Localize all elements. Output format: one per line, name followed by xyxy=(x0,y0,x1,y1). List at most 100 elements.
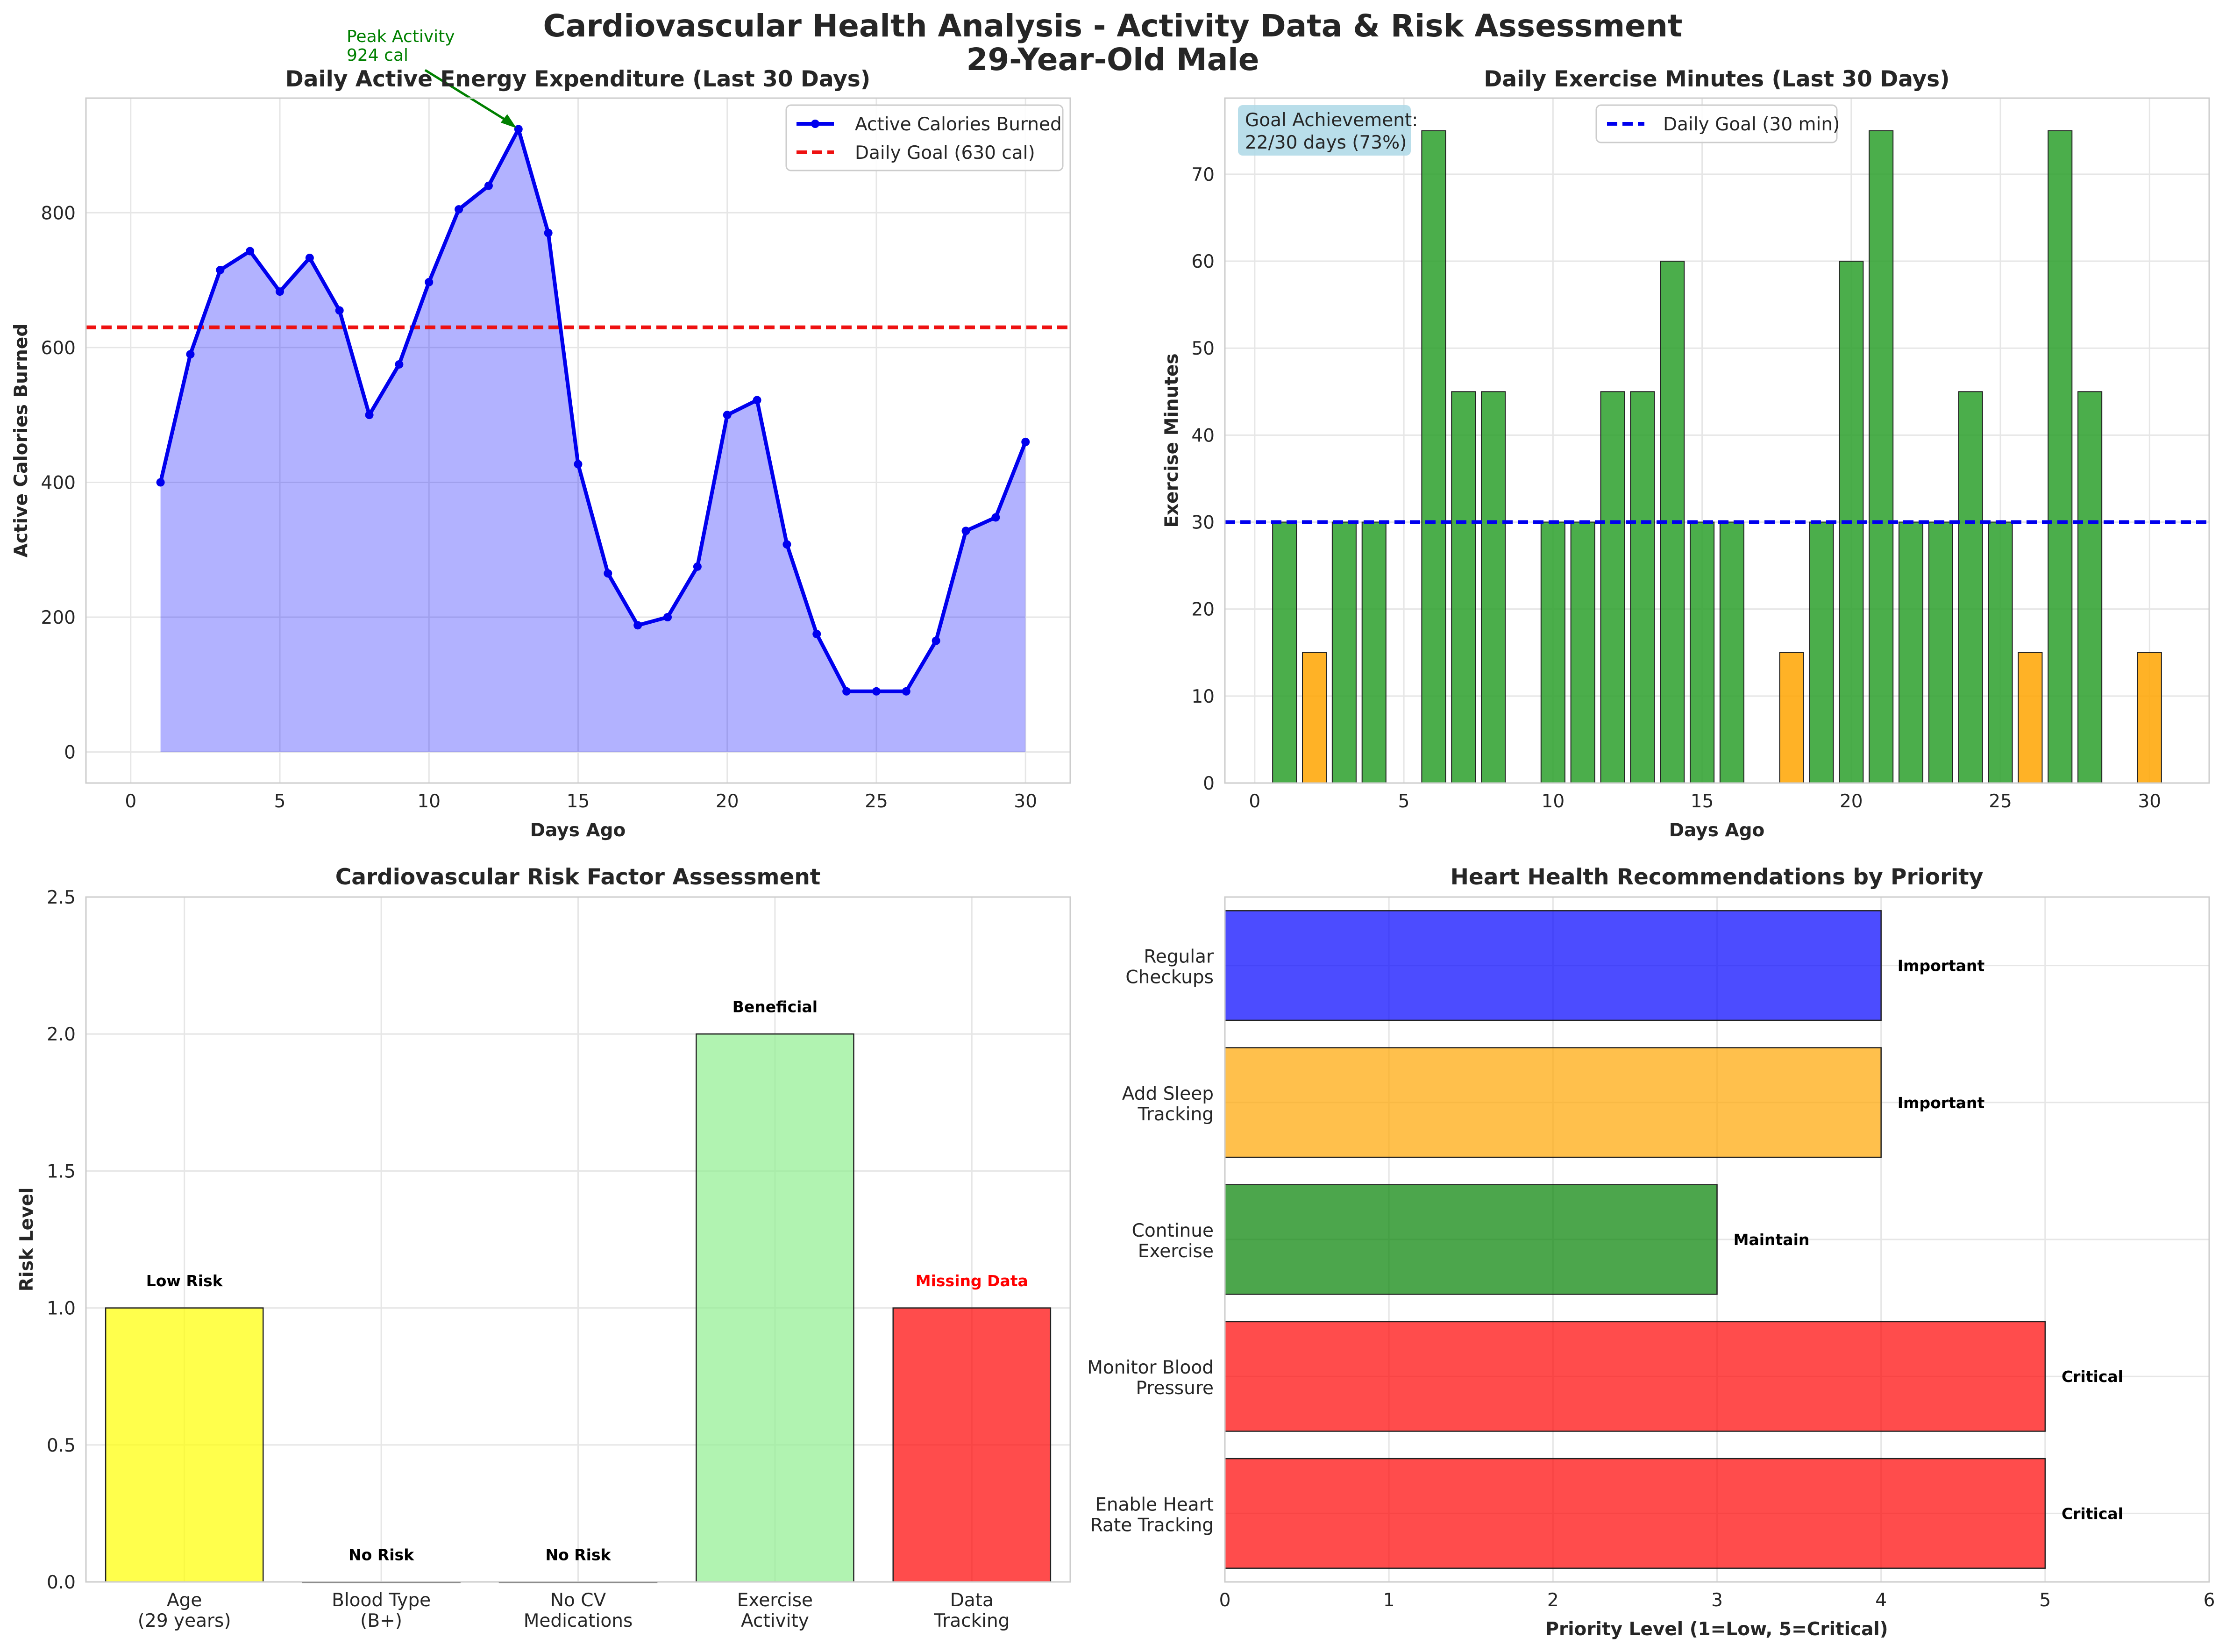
calories-data-point xyxy=(782,540,791,549)
exercise-bar xyxy=(1809,521,1834,783)
exercise-bar xyxy=(1600,391,1625,783)
calories-data-point xyxy=(425,278,434,286)
recommendation-label-line1: Add Sleep xyxy=(1122,1083,1214,1104)
exercise-x-tick-label: 5 xyxy=(1398,791,1410,812)
exercise-bar xyxy=(1719,521,1744,783)
calories-data-point xyxy=(604,569,612,578)
exercise-axes-frame xyxy=(1224,97,2210,784)
goal-achievement-line2: 22/30 days (73%) xyxy=(1245,132,1407,153)
calories-y-tick-label: 600 xyxy=(41,338,76,359)
exercise-bar xyxy=(1361,521,1387,783)
risk-bar-label: Beneficial xyxy=(733,998,818,1016)
peak-annotation-arrowhead xyxy=(500,114,517,128)
exercise-x-tick-label: 15 xyxy=(1691,791,1714,812)
risk-bar xyxy=(892,1307,1052,1583)
recommendation-priority-label: Critical xyxy=(2062,1504,2123,1523)
risk-axes-frame xyxy=(85,896,1071,1583)
recommendation-label-line1: Continue xyxy=(1132,1220,1214,1241)
calories-data-point xyxy=(633,621,642,630)
goal-achievement-box: Goal Achievement: 22/30 days (73%) xyxy=(1238,105,1418,156)
recommendation-bar xyxy=(1224,1321,2046,1432)
calories-data-point xyxy=(186,350,195,359)
recommendation-priority-label: Important xyxy=(1898,1094,1985,1112)
exercise-bar xyxy=(1779,652,1804,784)
goal-achievement-line1: Goal Achievement: xyxy=(1245,110,1418,131)
calories-data-point xyxy=(246,247,255,256)
risk-category-label-line1: Exercise xyxy=(737,1590,813,1611)
calories-data-point xyxy=(574,460,583,469)
calories-legend-goal-label: Daily Goal (630 cal) xyxy=(855,142,1035,164)
recommendations-x-tick-label: 4 xyxy=(1875,1590,1887,1611)
calories-data-point xyxy=(276,287,284,296)
risk-category-label-line2: Medications xyxy=(524,1610,633,1631)
exercise-bar xyxy=(1869,130,1894,783)
exercise-bar xyxy=(1988,521,2013,783)
recommendations-x-tick-label: 1 xyxy=(1383,1590,1395,1611)
calories-data-point xyxy=(842,687,851,696)
exercise-bar xyxy=(1958,391,1983,783)
risk-y-tick-label: 0.0 xyxy=(47,1572,76,1593)
exercise-bar xyxy=(1690,521,1715,783)
peak-annotation-line1: Peak Activity xyxy=(347,27,455,46)
exercise-bar xyxy=(1302,652,1327,784)
risk-y-tick-label: 1.0 xyxy=(47,1298,76,1319)
calories-y-tick-label: 0 xyxy=(64,742,76,763)
risk-bar-label: Low Risk xyxy=(146,1272,223,1290)
exercise-bar xyxy=(1421,130,1446,783)
exercise-y-tick-label: 70 xyxy=(1191,164,1215,185)
exercise-bar xyxy=(2077,391,2103,783)
risk-chart-title: Cardiovascular Risk Factor Assessment xyxy=(335,864,821,890)
risk-y-tick-label: 2.5 xyxy=(47,887,76,908)
goal-achievement-background xyxy=(1238,105,1411,156)
exercise-bar xyxy=(2137,652,2162,784)
exercise-y-tick-label: 20 xyxy=(1191,599,1215,620)
calories-legend: Active Calories Burned Daily Goal (630 c… xyxy=(785,104,1064,171)
exercise-x-tick-label: 20 xyxy=(1840,791,1863,812)
exercise-bar xyxy=(1481,391,1506,783)
exercise-y-axis-label: Exercise Minutes xyxy=(1161,353,1182,527)
calories-x-tick-label: 20 xyxy=(716,791,739,812)
exercise-bar xyxy=(1451,391,1476,783)
exercise-x-tick-label: 10 xyxy=(1542,791,1565,812)
calories-x-tick-label: 30 xyxy=(1014,791,1037,812)
exercise-x-tick-label: 0 xyxy=(1249,791,1260,812)
calories-data-point xyxy=(455,205,463,214)
recommendation-bar xyxy=(1224,1458,2046,1569)
exercise-bar xyxy=(2018,652,2043,784)
figure-title-line1: Cardiovascular Health Analysis - Activit… xyxy=(543,8,1683,44)
calories-legend-marker-swatch xyxy=(811,120,819,128)
exercise-legend-box xyxy=(1595,104,1838,143)
calories-data-point xyxy=(305,253,314,262)
risk-bar xyxy=(696,1033,854,1583)
calories-data-point xyxy=(216,265,225,274)
calories-data-point xyxy=(753,396,761,405)
calories-area-fill xyxy=(160,129,1026,752)
exercise-bar xyxy=(1630,391,1655,783)
exercise-y-tick-label: 10 xyxy=(1191,686,1215,707)
recommendations-x-tick-label: 2 xyxy=(1547,1590,1559,1611)
calories-x-tick-label: 25 xyxy=(865,791,888,812)
calories-legend-series-label: Active Calories Burned xyxy=(855,114,1062,135)
calories-x-tick-label: 0 xyxy=(125,791,136,812)
recommendation-label-line2: Checkups xyxy=(1125,967,1214,988)
risk-y-axis-label: Risk Level xyxy=(16,1188,37,1292)
exercise-x-tick-label: 30 xyxy=(2138,791,2161,812)
exercise-bar xyxy=(1331,521,1357,783)
risk-y-tick-label: 2.0 xyxy=(47,1024,76,1045)
calories-data-point xyxy=(365,411,374,420)
exercise-y-tick-label: 0 xyxy=(1203,773,1215,794)
calories-chart-title: Daily Active Energy Expenditure (Last 30… xyxy=(285,66,871,92)
exercise-y-tick-label: 30 xyxy=(1191,513,1215,534)
calories-data-point xyxy=(872,687,881,696)
risk-category-label-line2: Tracking xyxy=(933,1610,1010,1631)
risk-bar-label: No Risk xyxy=(545,1545,611,1564)
recommendation-label-line2: Tracking xyxy=(1138,1104,1214,1125)
recommendation-priority-label: Important xyxy=(1898,957,1985,975)
recommendation-label-line2: Pressure xyxy=(1136,1378,1214,1399)
calories-data-point xyxy=(902,687,910,696)
calories-data-point xyxy=(663,613,672,622)
exercise-bar xyxy=(1570,521,1595,783)
risk-y-tick-label: 1.5 xyxy=(47,1161,76,1182)
exercise-bar xyxy=(1898,521,1924,783)
